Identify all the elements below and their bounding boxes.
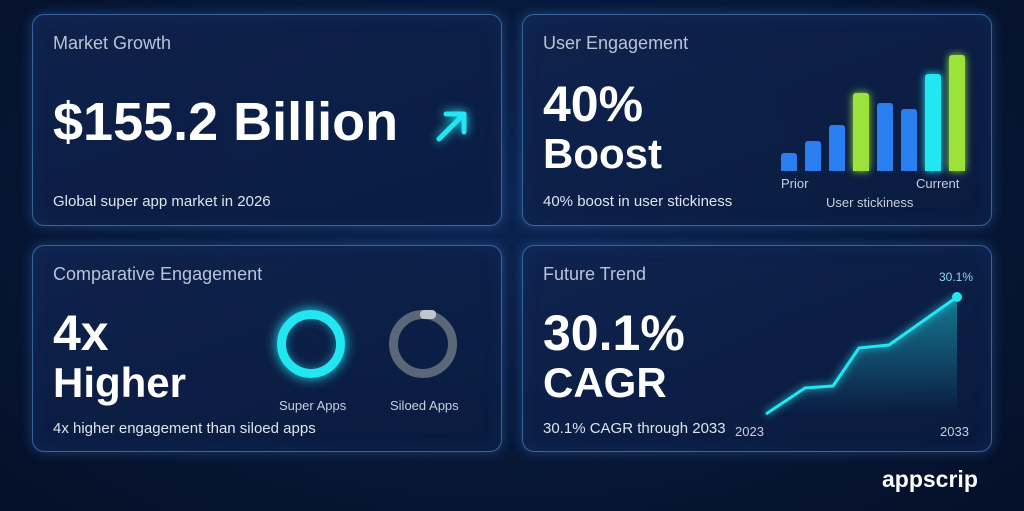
engagement-value: 40% <box>543 76 644 132</box>
trend-end-label: 30.1% <box>939 270 974 284</box>
chart-label-prior: Prior <box>781 176 809 191</box>
trend-line-chart <box>765 292 962 416</box>
market-growth-card: Market Growth $155.2 Billion Global supe… <box>32 14 502 226</box>
card-subtitle: 4x higher engagement than siloed apps <box>53 420 316 437</box>
arrow-up-right-icon <box>436 111 467 142</box>
x-axis-start: 2023 <box>735 424 764 439</box>
bar <box>949 55 965 171</box>
stickiness-bar-chart <box>781 53 971 171</box>
comparative-value-label: Higher <box>53 359 187 406</box>
siloed-apps-ring <box>389 310 457 378</box>
comparative-value: 4x <box>53 305 109 361</box>
card-title: Future Trend <box>543 264 647 284</box>
card-title: Comparative Engagement <box>53 264 263 284</box>
bar <box>829 125 845 171</box>
user-engagement-card: User Engagement 40% Boost 40% boost in u… <box>522 14 992 226</box>
trend-value: 30.1% <box>543 305 685 361</box>
card-subtitle: 40% boost in user stickiness <box>543 193 733 210</box>
chart-caption: User stickiness <box>826 195 914 210</box>
bar <box>877 103 893 171</box>
ring-label-siloed-apps: Siloed Apps <box>390 398 459 413</box>
trend-value-label: CAGR <box>543 359 667 406</box>
bar <box>853 93 869 171</box>
x-axis-end: 2033 <box>940 424 969 439</box>
comparative-engagement-card: Comparative Engagement 4x Higher 4x high… <box>32 245 502 452</box>
market-value: $155.2 Billion <box>53 92 399 152</box>
bar <box>805 141 821 171</box>
card-subtitle: 30.1% CAGR through 2033 <box>543 420 726 437</box>
bar <box>781 153 797 171</box>
future-trend-card: Future Trend 30.1% CAGR 30.1% CAGR throu… <box>522 245 992 452</box>
chart-label-current: Current <box>916 176 960 191</box>
card-title: User Engagement <box>543 33 689 53</box>
siloed-apps-ring-segment <box>420 310 436 319</box>
trend-end-point <box>952 292 962 302</box>
bar <box>901 109 917 171</box>
ring-label-super-apps: Super Apps <box>279 398 347 413</box>
super-apps-ring <box>277 310 345 378</box>
appscrip-logo: appscrip <box>882 466 978 492</box>
engagement-value-label: Boost <box>543 130 662 177</box>
card-subtitle: Global super app market in 2026 <box>53 193 271 210</box>
card-title: Market Growth <box>53 33 172 53</box>
bar <box>925 74 941 171</box>
